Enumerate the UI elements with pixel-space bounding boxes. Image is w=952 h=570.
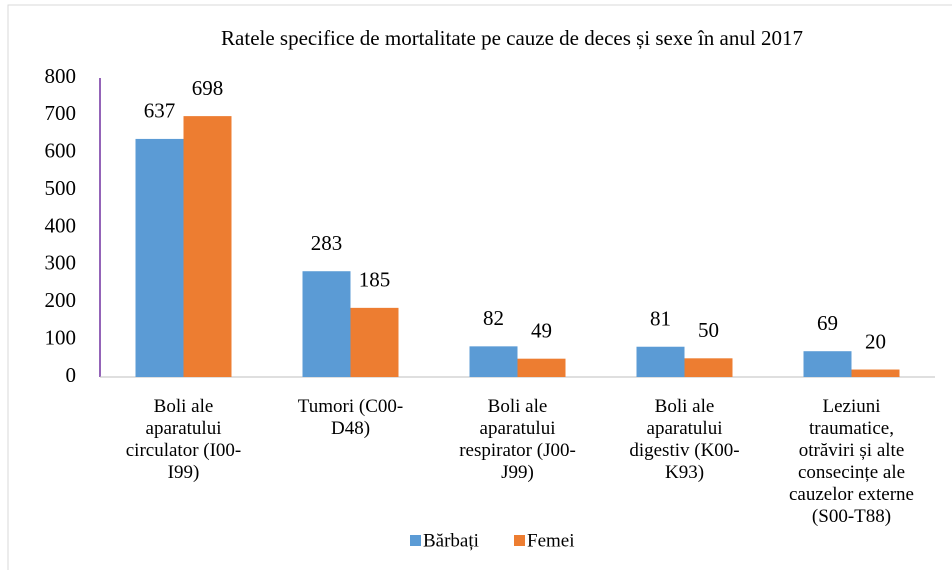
y-tick-label: 400 <box>45 213 77 237</box>
x-tick-label: Leziuni traumatice, otrăviri și alte con… <box>789 396 914 527</box>
y-tick-label: 600 <box>45 139 77 163</box>
bar <box>302 271 351 377</box>
chart-frame <box>7 4 952 570</box>
legend-label: Bărbați <box>423 530 479 551</box>
legend-swatch <box>514 535 525 546</box>
data-label: 185 <box>359 268 391 292</box>
data-label: 82 <box>483 306 504 330</box>
bar <box>469 346 518 377</box>
data-label: 49 <box>531 318 552 342</box>
data-label: 81 <box>650 307 671 331</box>
chart-title: Ratele specifice de mortalitate pe cauze… <box>221 26 803 50</box>
data-label: 637 <box>144 99 176 123</box>
y-tick-label: 700 <box>45 101 77 125</box>
legend-label: Femei <box>527 530 575 551</box>
bar <box>851 369 900 377</box>
y-tick-label: 500 <box>45 176 77 200</box>
bar <box>135 138 184 377</box>
data-label: 698 <box>192 76 224 100</box>
y-tick-label: 0 <box>66 363 77 387</box>
y-tick-label: 800 <box>45 64 77 88</box>
y-tick-label: 300 <box>45 251 77 275</box>
bar <box>517 358 566 377</box>
data-label: 50 <box>698 318 719 342</box>
bar <box>803 351 852 377</box>
bar <box>350 307 399 377</box>
x-tick-label: Boli ale aparatului respirator (J00-J99) <box>459 396 576 483</box>
bar <box>636 346 685 377</box>
y-tick-label: 100 <box>45 325 77 349</box>
bar <box>684 358 733 377</box>
data-label: 20 <box>865 329 886 353</box>
bar <box>183 116 232 377</box>
legend-swatch <box>410 535 421 546</box>
x-tick-label: Tumori (C00-D48) <box>297 396 404 439</box>
x-tick-label: Boli ale aparatului circulator (I00-I99) <box>125 396 242 483</box>
x-tick-label: Boli ale aparatului digestiv (K00-K93) <box>629 396 740 483</box>
data-label: 283 <box>311 231 343 255</box>
y-tick-label: 200 <box>45 288 77 312</box>
data-label: 69 <box>817 311 838 335</box>
